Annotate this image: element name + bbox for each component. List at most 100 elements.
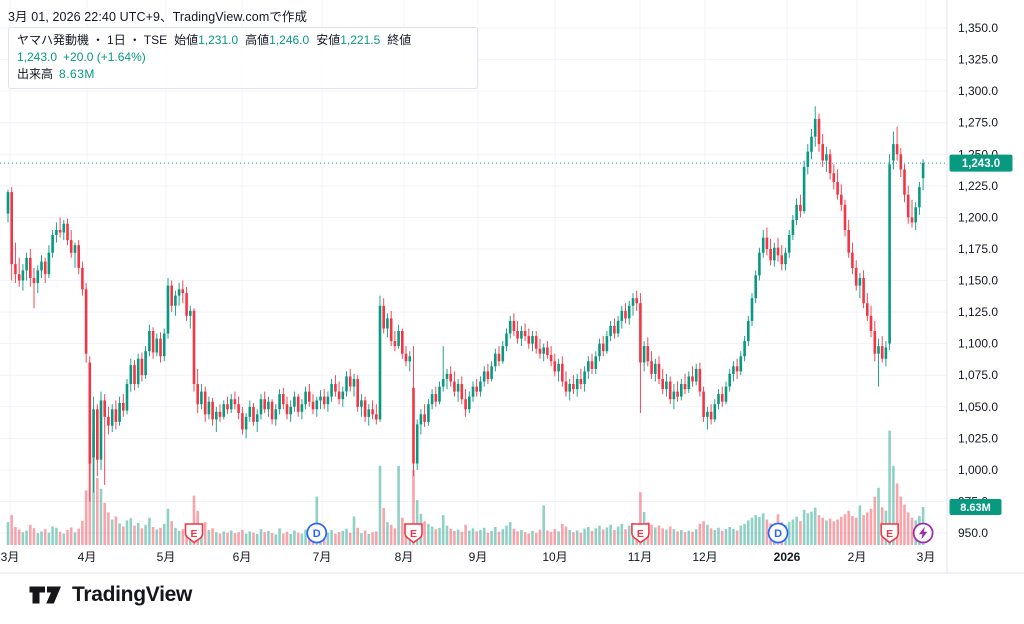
earnings-marker-icon[interactable] [184, 523, 204, 544]
dividend-marker-icon[interactable] [767, 522, 789, 544]
symbol-legend[interactable]: ヤマハ発動機・ 1日・ TSE 始値1,231.0 高値1,246.0 安値1,221.5… [8, 27, 478, 89]
volume-bar [356, 527, 359, 545]
price-tick-label[interactable]: 1,300.0 [958, 84, 998, 98]
volume-bar [869, 508, 873, 545]
volume-bar [345, 528, 348, 545]
volume-bar [657, 525, 661, 545]
earnings-marker-icon[interactable] [631, 523, 650, 544]
price-tick-label[interactable]: 1,000.0 [958, 463, 998, 477]
time-tick-label[interactable]: 7月 [313, 550, 332, 564]
candle [735, 366, 739, 372]
time-tick-label[interactable]: 4月 [78, 550, 97, 564]
candle [274, 409, 278, 420]
volume-bar [735, 530, 739, 545]
last-price-tag-label: 1,243.0 [962, 158, 1000, 170]
volume-bar [29, 524, 32, 545]
candle [821, 144, 824, 161]
candle [58, 230, 62, 233]
interval-label[interactable]: 1日 [107, 33, 126, 47]
price-tick-label[interactable]: 1,100.0 [958, 337, 998, 351]
candle [747, 320, 750, 342]
time-tick-label[interactable]: 6月 [233, 550, 252, 564]
price-tick-label[interactable]: 1,050.0 [958, 400, 998, 414]
candle [88, 362, 92, 464]
candle [453, 381, 456, 392]
time-tick-label[interactable]: 10月 [542, 550, 567, 564]
volume-bar [136, 523, 140, 545]
price-tick-label[interactable]: 1,200.0 [958, 210, 998, 224]
low-label: 安値 [316, 33, 341, 47]
volume-bar [252, 532, 255, 545]
earnings-marker-label: E [637, 528, 644, 540]
volume-bar [103, 502, 106, 545]
time-tick-label[interactable]: 12月 [692, 550, 717, 564]
volume-bar [817, 515, 821, 545]
dividend-marker-icon[interactable] [306, 522, 328, 544]
price-tick-label[interactable]: 1,125.0 [958, 305, 998, 319]
candle [207, 401, 211, 415]
creation-timestamp: 3月 01, 2026 22:40 UTC+9、TradingView.comで… [8, 10, 308, 24]
volume-bar [386, 522, 389, 545]
candle [51, 235, 54, 253]
volume-bar [99, 488, 103, 545]
price-tick-label[interactable]: 1,225.0 [958, 179, 998, 193]
price-tick-label[interactable]: 1,175.0 [958, 242, 998, 256]
volume-bar [341, 530, 345, 545]
candle [601, 343, 605, 352]
volume-bar [854, 517, 858, 545]
tradingview-logo[interactable]: TradingView [28, 582, 192, 608]
price-tick-label[interactable]: 1,325.0 [958, 53, 998, 67]
candle [802, 166, 806, 212]
close-value: 1,243.0 [17, 50, 58, 64]
candle [810, 136, 813, 152]
price-tick-label[interactable]: 1,275.0 [958, 116, 998, 130]
volume-bar [159, 527, 162, 545]
earnings-marker-icon[interactable] [404, 523, 423, 544]
price-tick-label[interactable]: 1,075.0 [958, 368, 998, 382]
candle [337, 391, 341, 400]
volume-bar [363, 530, 367, 545]
time-tick-label[interactable]: 11月 [628, 550, 652, 564]
earnings-marker-icon[interactable] [880, 523, 899, 544]
volume-bar [680, 530, 683, 545]
time-tick-label[interactable]: 2026 [774, 550, 801, 564]
volume-bar [393, 528, 397, 545]
candle [813, 118, 817, 137]
time-tick-label[interactable]: 9月 [469, 550, 488, 564]
volume-bar [62, 533, 66, 545]
price-tick-label[interactable]: 1,150.0 [958, 274, 998, 288]
candle [25, 257, 28, 271]
price-tick-label[interactable]: 1,350.0 [958, 21, 998, 35]
candle [598, 343, 601, 357]
volume-bar [832, 521, 836, 545]
symbol-title[interactable]: ヤマハ発動機 [17, 33, 90, 47]
candle [14, 264, 17, 275]
volume-bar [32, 528, 36, 545]
time-tick-label[interactable]: 3月 [1, 550, 20, 564]
volume-bar [906, 512, 910, 545]
candle [635, 298, 638, 304]
volume-bar [490, 530, 493, 545]
time-tick-label[interactable]: 3月 [917, 550, 936, 564]
volume-bar [47, 532, 51, 545]
candle [594, 356, 598, 369]
time-tick-label[interactable]: 5月 [157, 550, 176, 564]
candle [631, 298, 635, 306]
candle [672, 391, 676, 400]
candle [185, 293, 188, 316]
price-tick-label[interactable]: 1,025.0 [958, 431, 998, 445]
candle [162, 333, 166, 357]
volume-bar [244, 533, 248, 545]
price-tick-label[interactable]: 950.0 [958, 526, 988, 540]
volume-bar [77, 528, 80, 545]
time-tick-label[interactable]: 8月 [395, 550, 414, 564]
volume-bar [534, 532, 538, 545]
candle [691, 376, 694, 382]
candle [892, 144, 895, 161]
volume-bar [624, 529, 627, 545]
volume-bar [449, 528, 452, 545]
volume-bar [315, 496, 319, 545]
time-tick-label[interactable]: 2月 [848, 550, 867, 564]
